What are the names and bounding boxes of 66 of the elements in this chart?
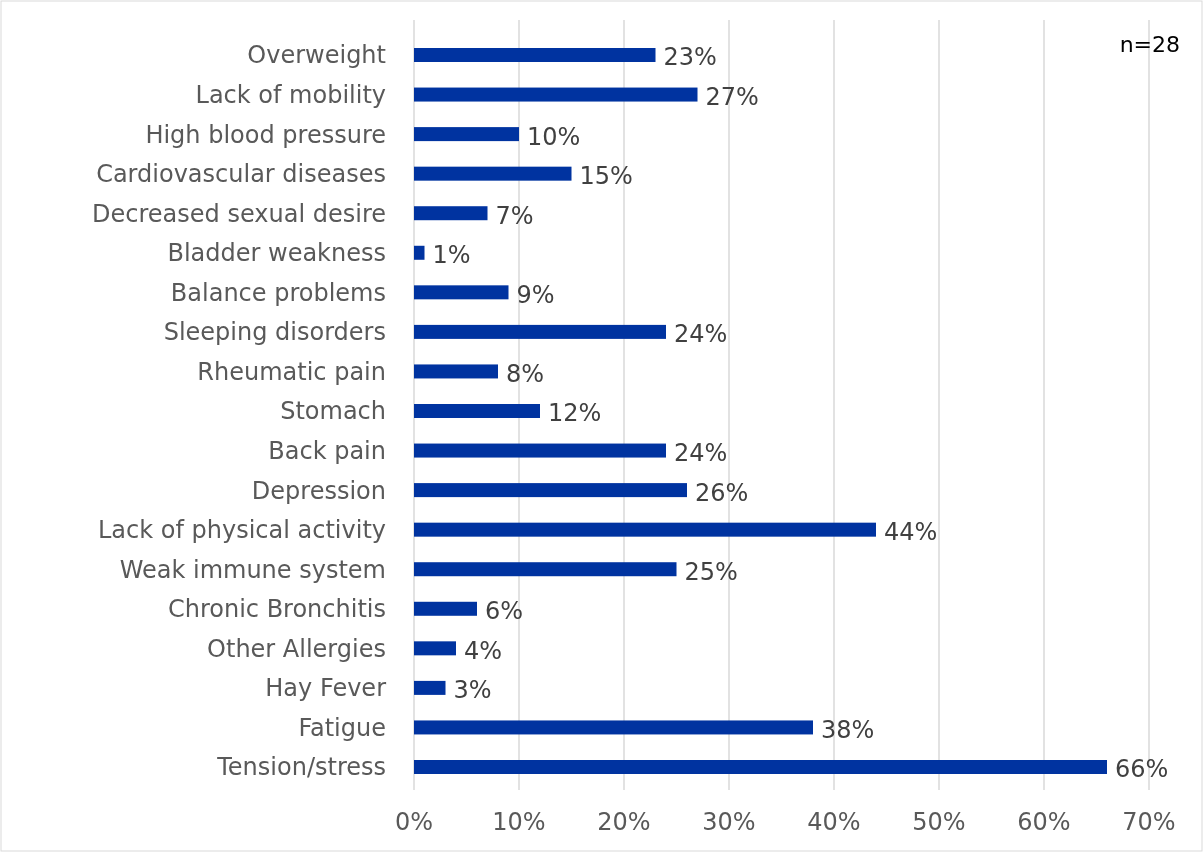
- data-label: 7%: [495, 201, 534, 230]
- data-label: 25%: [684, 557, 738, 586]
- data-label: 9%: [516, 280, 555, 309]
- annotation: n=28: [1119, 32, 1180, 57]
- x-tick-label: 40%: [807, 808, 861, 836]
- data-label: 3%: [453, 676, 492, 705]
- bar: [414, 127, 519, 142]
- data-label: 15%: [579, 162, 633, 191]
- data-label: 66%: [1115, 755, 1169, 784]
- x-tick-label: 20%: [597, 808, 651, 836]
- data-label: 8%: [506, 359, 545, 388]
- y-tick-label: Decreased sexual desire: [92, 199, 386, 228]
- y-tick-label: Hay Fever: [265, 674, 387, 703]
- x-tick-label: 70%: [1122, 808, 1176, 836]
- x-tick-label: 10%: [492, 808, 546, 836]
- y-tick-label: High blood pressure: [145, 120, 386, 149]
- bar: [414, 720, 813, 735]
- y-tick-label: Other Allergies: [207, 634, 386, 663]
- y-tick-label: Rheumatic pain: [197, 357, 386, 386]
- y-tick-label: Bladder weakness: [167, 239, 386, 268]
- bar: [414, 641, 456, 656]
- y-tick-label: Chronic Bronchitis: [167, 595, 386, 624]
- bar: [414, 483, 687, 498]
- y-tick-label: Cardiovascular diseases: [96, 160, 386, 189]
- y-tick-label: Depression: [251, 476, 386, 505]
- y-tick-label: Lack of physical activity: [97, 516, 386, 545]
- bar: [414, 443, 666, 458]
- data-label: 23%: [663, 43, 717, 72]
- x-tick-label: 30%: [702, 808, 756, 836]
- data-label: 44%: [884, 518, 938, 547]
- bar: [414, 601, 477, 616]
- y-tick-label: Weak immune system: [119, 555, 386, 584]
- y-tick-label: Tension/stress: [216, 753, 386, 782]
- x-tick-label: 0%: [394, 808, 434, 836]
- y-tick-label: Lack of mobility: [195, 80, 386, 109]
- data-label: 38%: [821, 715, 875, 744]
- bar: [414, 285, 509, 300]
- bar: [414, 87, 698, 102]
- bar: [414, 324, 666, 339]
- y-tick-label: Balance problems: [170, 278, 386, 307]
- y-tick-label: Back pain: [268, 436, 386, 465]
- bar: [414, 245, 425, 260]
- y-tick-label: Sleeping disorders: [163, 318, 386, 347]
- bar: [414, 48, 656, 62]
- data-label: 24%: [674, 320, 728, 349]
- bar: [414, 522, 876, 537]
- bar: [414, 166, 572, 181]
- data-label: 10%: [527, 122, 581, 151]
- data-label: 1%: [432, 241, 471, 270]
- y-tick-label: Stomach: [280, 397, 386, 426]
- data-label: 6%: [485, 597, 524, 626]
- bar: [414, 404, 540, 418]
- bar: [414, 206, 488, 221]
- data-label: 26%: [695, 478, 749, 507]
- y-tick-label: Fatigue: [298, 713, 386, 742]
- data-label: 4%: [464, 636, 503, 665]
- x-tick-label: 60%: [1017, 808, 1071, 836]
- data-label: 24%: [674, 438, 728, 467]
- data-label: 12%: [548, 399, 602, 428]
- y-tick-label: Overweight: [247, 41, 386, 70]
- bar: [414, 760, 1107, 774]
- data-label: 27%: [705, 82, 759, 111]
- bar: [414, 562, 677, 577]
- x-tick-label: 50%: [912, 808, 966, 836]
- bar: [414, 364, 498, 379]
- bar: [414, 680, 446, 695]
